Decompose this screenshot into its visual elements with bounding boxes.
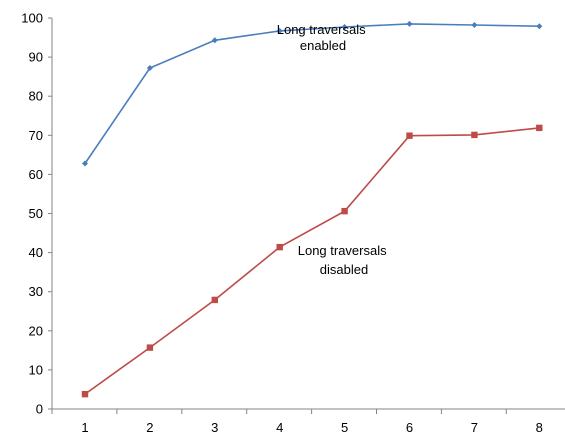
y-tick-label-90: 90: [29, 50, 43, 65]
y-tick-label-0: 0: [36, 402, 43, 417]
x-tick-label-3: 3: [211, 420, 218, 435]
x-tick-label-6: 6: [406, 420, 413, 435]
annotation-disabled-line-1: Long traversals: [298, 243, 387, 258]
annotation-enabled-line-2: enabled: [300, 38, 346, 53]
point-enabled-7: [471, 22, 478, 29]
annotation-disabled-line-2: disabled: [320, 262, 368, 277]
point-disabled-8: [536, 124, 543, 132]
y-tick-label-80: 80: [29, 89, 43, 104]
point-disabled-4: [276, 243, 283, 251]
series-line-enabled: [84, 23, 540, 164]
annotation-enabled-line-1: Long traversals: [277, 22, 366, 37]
annotation-enabled: Long traversals enabled: [277, 22, 370, 53]
x-axis: 1 2 3 4 5 6 7 8: [51, 408, 565, 435]
annotation-disabled: Long traversals disabled: [298, 243, 391, 277]
point-enabled-5: [341, 23, 348, 30]
point-disabled-3: [211, 296, 218, 304]
y-tick-label-100: 100: [21, 11, 43, 26]
y-axis: 0 10 20 30 40 50 60 70 80 90 100: [21, 11, 53, 417]
point-disabled-5: [341, 207, 348, 215]
x-tick-label-4: 4: [276, 420, 283, 435]
annotation-layer: Long traversals enabled Long traversals …: [277, 22, 391, 277]
point-disabled-7: [471, 131, 478, 139]
point-enabled-4: [276, 27, 283, 34]
point-enabled-8: [536, 23, 543, 30]
x-axis-ticks: [51, 409, 507, 414]
y-tick-label-10: 10: [29, 362, 43, 377]
point-enabled-3: [211, 37, 218, 44]
x-tick-label-5: 5: [341, 420, 348, 435]
y-tick-label-70: 70: [29, 128, 43, 143]
point-enabled-6: [406, 20, 413, 27]
x-axis-tick-labels: 1 2 3 4 5 6 7 8: [81, 420, 543, 435]
y-axis-ticks: [48, 17, 52, 410]
x-tick-label-7: 7: [471, 420, 478, 435]
x-tick-label-2: 2: [146, 420, 153, 435]
y-tick-label-50: 50: [29, 206, 43, 221]
series-layer: [81, 20, 543, 398]
y-tick-label-40: 40: [29, 245, 43, 260]
series-disabled: [81, 124, 543, 398]
x-tick-label-1: 1: [81, 420, 88, 435]
x-tick-label-8: 8: [536, 420, 543, 435]
y-tick-label-20: 20: [29, 323, 43, 338]
y-tick-label-60: 60: [29, 167, 43, 182]
series-line-disabled: [84, 127, 540, 395]
y-tick-label-30: 30: [29, 284, 43, 299]
series-enabled: [82, 20, 543, 167]
point-enabled-1: [82, 160, 88, 167]
y-axis-tick-labels: 0 10 20 30 40 50 60 70 80 90 100: [21, 11, 43, 417]
point-disabled-6: [406, 132, 413, 139]
point-disabled-2: [146, 344, 154, 351]
point-disabled-1: [81, 390, 89, 398]
point-enabled-2: [146, 65, 153, 72]
